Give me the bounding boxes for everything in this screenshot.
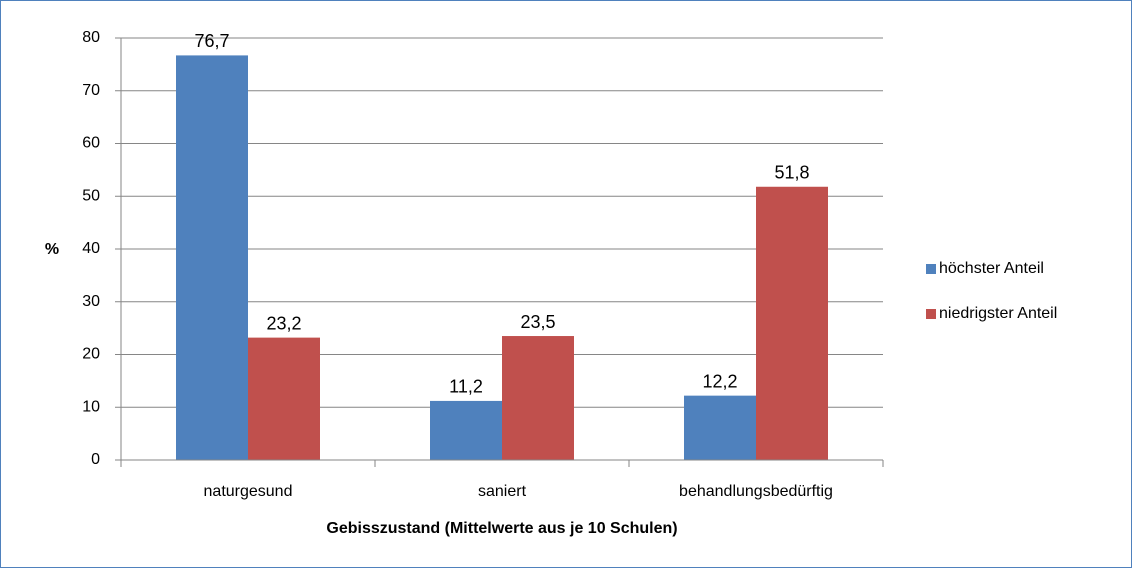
value-label: 76,7 [194, 31, 229, 51]
bar [684, 395, 756, 460]
x-tick-label: behandlungsbedürftig [679, 483, 833, 500]
y-tick-label: 0 [91, 451, 100, 468]
legend-swatch [926, 264, 936, 274]
x-tick-label: naturgesund [204, 483, 293, 500]
bar [430, 400, 502, 460]
value-label: 51,8 [774, 163, 809, 183]
y-tick-label: 10 [82, 398, 100, 415]
bar [176, 55, 248, 460]
x-axis-label: Gebisszustand (Mittelwerte aus je 10 Sch… [326, 520, 677, 537]
value-label: 23,2 [266, 313, 301, 333]
y-tick-label: 60 [82, 135, 100, 152]
value-label: 12,2 [702, 371, 737, 391]
bar [248, 337, 320, 460]
bar [756, 186, 828, 460]
bar [502, 336, 574, 460]
value-label: 23,5 [520, 312, 555, 332]
y-tick-label: 50 [82, 187, 100, 204]
y-tick-label: 80 [82, 29, 100, 46]
y-tick-label: 30 [82, 293, 100, 310]
y-axis-label: % [45, 241, 59, 258]
y-tick-label: 70 [82, 82, 100, 99]
legend-swatch [926, 309, 936, 319]
legend-label: höchster Anteil [939, 260, 1044, 277]
y-tick-label: 20 [82, 346, 100, 363]
y-tick-label: 40 [82, 240, 100, 257]
x-tick-label: saniert [478, 483, 527, 500]
value-label: 11,2 [449, 377, 483, 397]
legend-label: niedrigster Anteil [939, 305, 1057, 322]
